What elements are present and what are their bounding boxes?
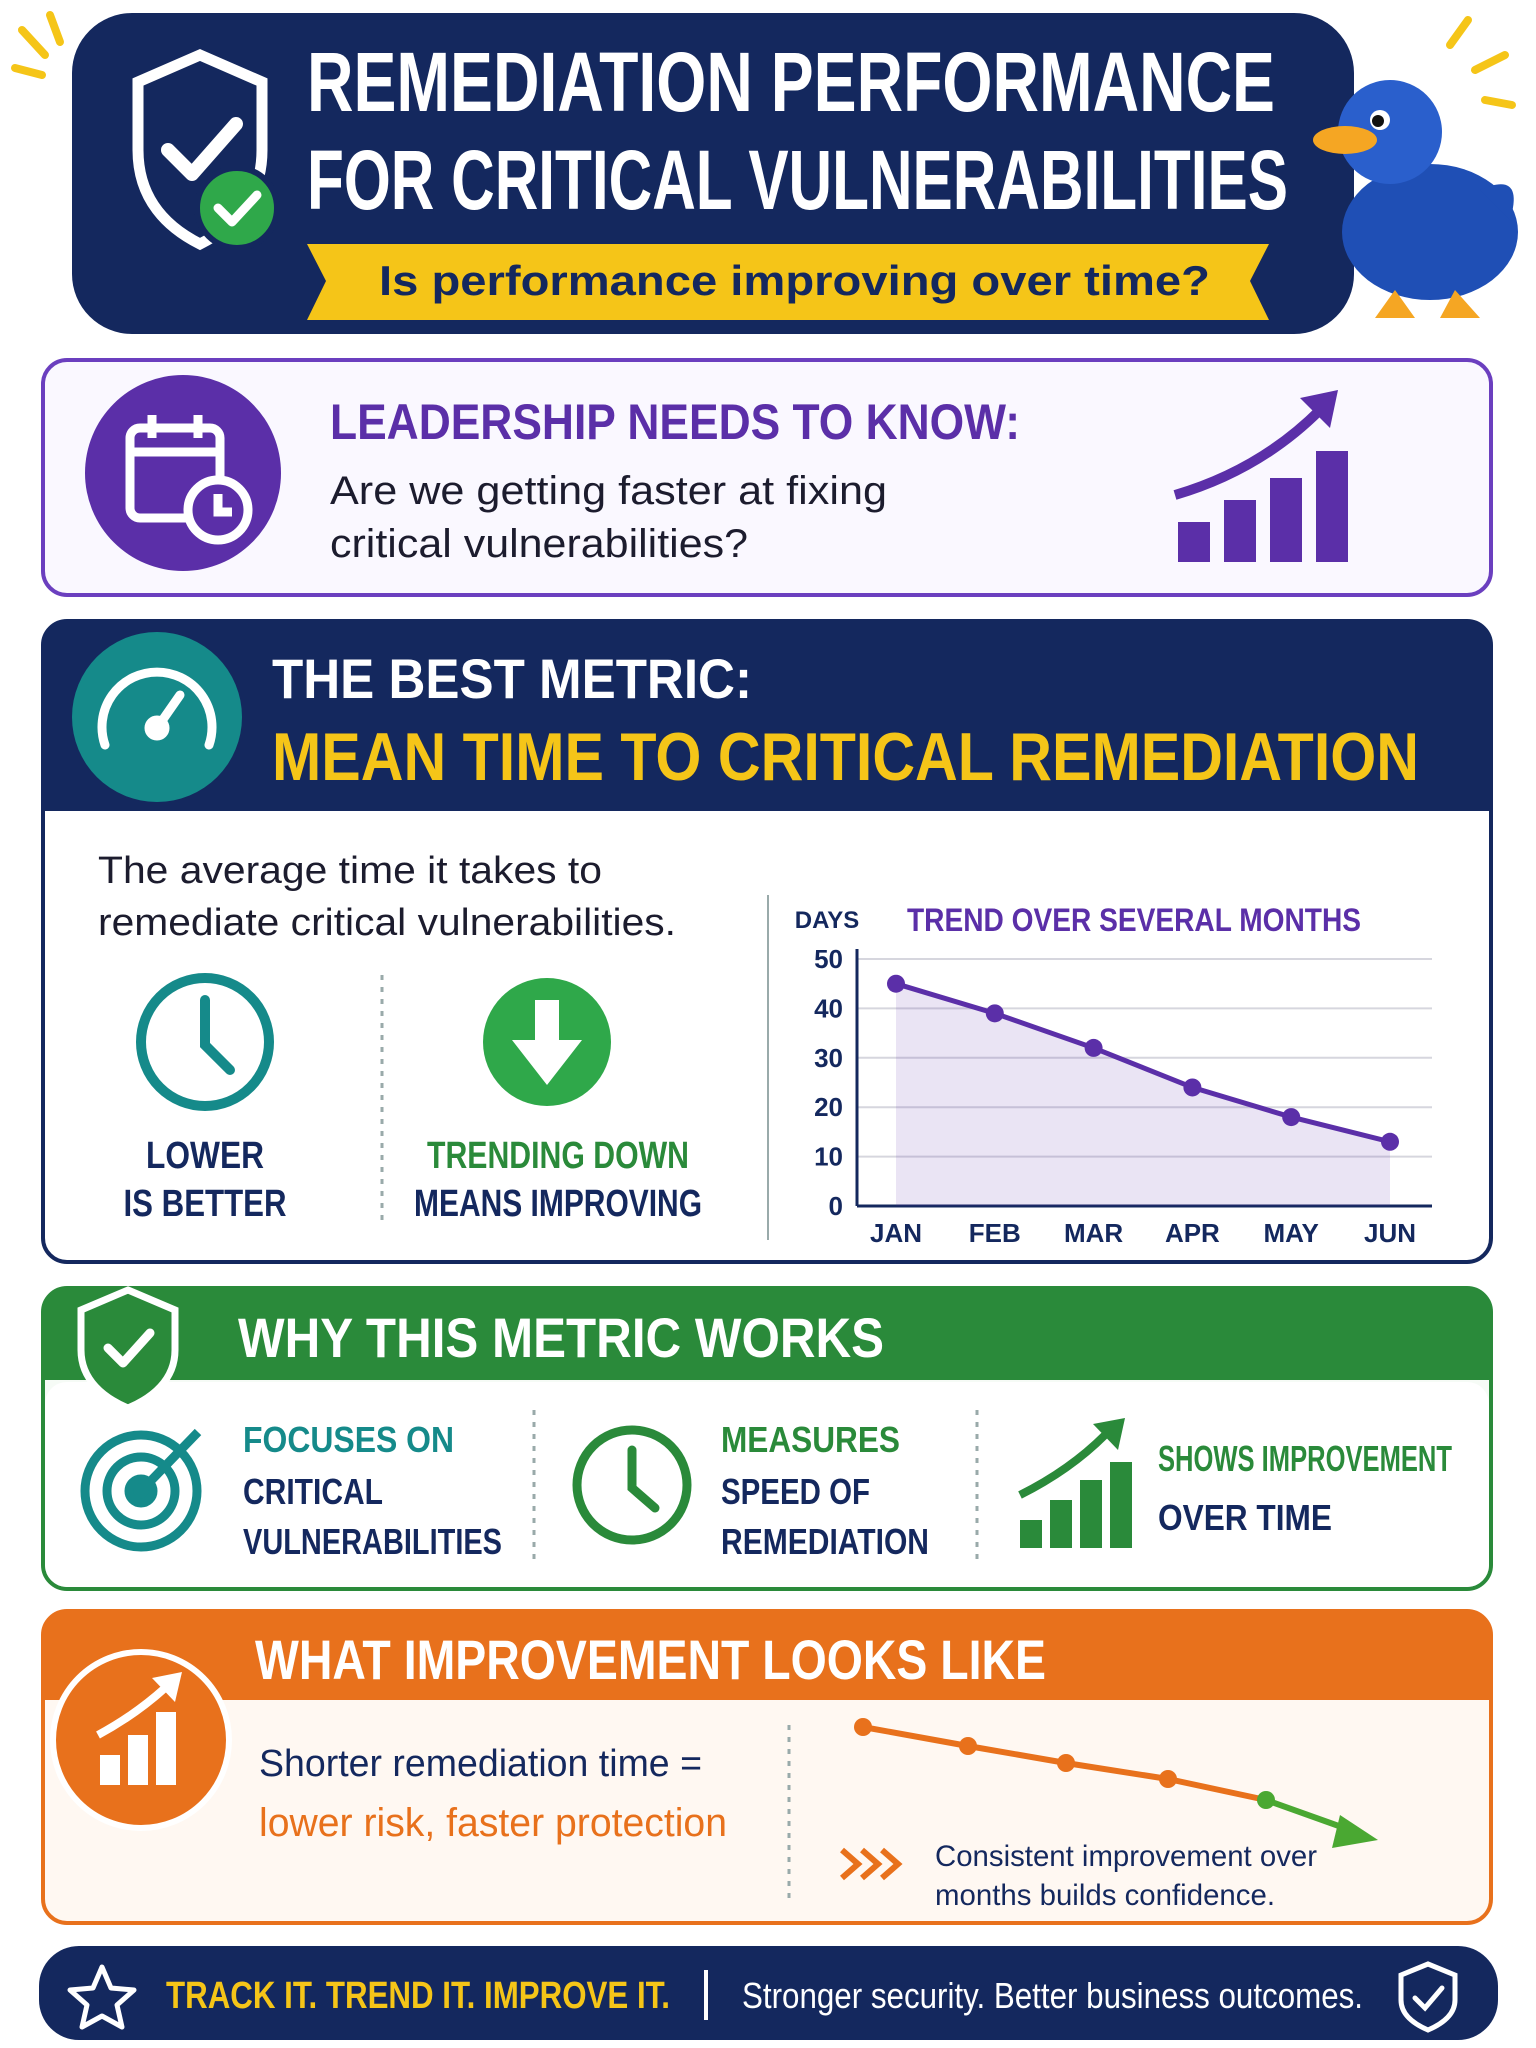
x-tick-label: MAY <box>1264 1218 1319 1248</box>
y-tick-label: 40 <box>814 993 843 1023</box>
improvement-text: Shorter remediation time = <box>259 1743 702 1785</box>
data-point <box>887 974 905 993</box>
data-point <box>1282 1108 1301 1127</box>
duck-mascot <box>1313 80 1518 318</box>
target-icon <box>80 1428 202 1552</box>
point-label: IS BETTER <box>124 1183 287 1225</box>
check-badge <box>194 165 280 251</box>
why-item-label: SPEED OF <box>721 1471 870 1512</box>
shield-icon <box>1398 1961 1458 2033</box>
y-tick-label: 50 <box>814 944 843 974</box>
y-tick-label: 30 <box>814 1043 843 1073</box>
metric-kicker: THE BEST METRIC: <box>272 647 752 710</box>
growth-icon <box>1173 390 1348 562</box>
trend-line <box>895 981 1391 1145</box>
y-axis-label: DAYS <box>795 907 859 934</box>
why-item-label: REMEDIATION <box>721 1521 929 1562</box>
x-tick-label: APR <box>1165 1218 1220 1248</box>
area-fill <box>896 983 1390 1206</box>
metric-description: The average time it takes to <box>98 850 602 892</box>
chart-title: TREND OVER SEVERAL MONTHS <box>907 902 1361 938</box>
why-item-label: SHOWS IMPROVEMENT <box>1158 1438 1452 1479</box>
why-item-label: MEASURES <box>721 1419 900 1460</box>
clock-icon <box>136 973 274 1111</box>
point-label: LOWER <box>146 1135 264 1177</box>
why-item-label: VULNERABILITIES <box>243 1521 502 1562</box>
check-icon <box>103 1328 155 1368</box>
growth-icon <box>1018 1418 1132 1548</box>
check-icon <box>161 117 243 181</box>
leadership-text: critical vulnerabilities? <box>330 522 748 566</box>
y-tick-label: 0 <box>829 1191 843 1221</box>
improvement-caption: months builds confidence. <box>935 1879 1275 1912</box>
point-label: MEANS IMPROVING <box>414 1183 702 1225</box>
data-point <box>985 1004 1004 1023</box>
growth-icon <box>96 1672 182 1785</box>
data-point <box>1183 1078 1202 1097</box>
leadership-title: LEADERSHIP NEEDS TO KNOW: <box>330 394 1020 450</box>
improvement-header <box>43 1611 1491 1700</box>
x-tick-label: MAR <box>1064 1218 1123 1248</box>
metric-header <box>43 621 1491 811</box>
footer-slogan: TRACK IT. TREND IT. IMPROVE IT. <box>166 1975 670 2017</box>
improvement-title: WHAT IMPROVEMENT LOOKS LIKE <box>255 1628 1046 1691</box>
why-item-label: FOCUSES ON <box>243 1419 454 1460</box>
metric-title: MEAN TIME TO CRITICAL REMEDIATION <box>272 719 1419 795</box>
footer-tagline: Stronger security. Better business outco… <box>742 1975 1363 2016</box>
improvement-caption: Consistent improvement over <box>935 1840 1317 1873</box>
header-subtitle: Is performance improving over time? <box>379 257 1210 304</box>
calendar-icon <box>125 415 253 545</box>
footer-panel <box>39 1946 1498 2040</box>
x-tick-label: JAN <box>870 1218 922 1248</box>
check-icon <box>213 190 262 227</box>
improvement-illustration <box>840 1718 1378 1881</box>
x-tick-label: FEB <box>969 1218 1021 1248</box>
leadership-text: Are we getting faster at fixing <box>330 469 887 513</box>
header-title: FOR CRITICAL VULNERABILITIES <box>307 133 1288 227</box>
star-icon <box>67 1964 137 2030</box>
check-icon <box>1412 1985 1445 2012</box>
data-point <box>1381 1132 1399 1151</box>
point-label: TRENDING DOWN <box>427 1135 689 1177</box>
why-title: WHY THIS METRIC WORKS <box>238 1306 884 1369</box>
y-tick-label: 20 <box>814 1092 843 1122</box>
trend-chart: 0 10 20 30 40 50 JAN FEB MAR APR MAY JUN <box>814 944 1432 1248</box>
down-arrow-icon <box>483 978 611 1106</box>
clock-icon <box>572 1425 692 1545</box>
sparkle <box>11 11 1516 109</box>
gauge-icon <box>97 667 217 750</box>
header-title: REMEDIATION PERFORMANCE <box>307 35 1275 129</box>
why-item-label: OVER TIME <box>1158 1497 1332 1538</box>
x-tick-label: JUN <box>1364 1218 1416 1248</box>
leadership-panel <box>41 358 1493 597</box>
calendar-icon-bg <box>85 375 281 571</box>
why-header <box>43 1288 1491 1380</box>
improvement-text: lower risk, faster protection <box>259 1801 727 1845</box>
data-point <box>1084 1038 1103 1057</box>
metric-description: remediate critical vulnerabilities. <box>98 902 676 944</box>
y-tick-label: 10 <box>814 1142 843 1172</box>
subtitle-ribbon <box>307 244 1269 320</box>
shield-icon <box>77 1286 179 1412</box>
why-item-label: CRITICAL <box>243 1471 383 1512</box>
